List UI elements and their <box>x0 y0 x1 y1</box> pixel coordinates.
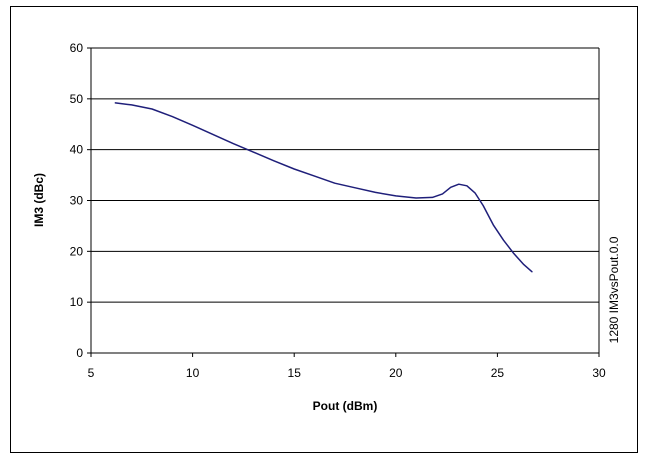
x-axis-title: Pout (dBm) <box>313 399 378 413</box>
chart-frame <box>10 6 638 453</box>
y-tick-label-60: 60 <box>70 41 84 55</box>
side-note: 1280 IM3vsPout.0.0 <box>607 236 621 343</box>
x-tick-labels: 5 10 15 20 25 30 <box>88 366 606 380</box>
grid-lines <box>91 47 599 303</box>
x-tick-label-20: 20 <box>389 366 403 380</box>
y-tick-label-0: 0 <box>76 346 83 360</box>
y-tick-label-50: 50 <box>70 92 84 106</box>
y-tick-label-30: 30 <box>70 194 84 208</box>
y-tick-label-40: 40 <box>70 143 84 157</box>
x-tick-label-5: 5 <box>88 366 95 380</box>
series-line-0 <box>114 102 533 273</box>
x-tick-label-25: 25 <box>491 366 505 380</box>
y-tick-label-10: 10 <box>70 295 84 309</box>
x-tick-label-30: 30 <box>592 366 606 380</box>
x-tick-label-15: 15 <box>288 366 302 380</box>
series-group <box>114 102 533 273</box>
x-tick-label-10: 10 <box>186 366 200 380</box>
y-axis-title: IM3 (dBc) <box>32 173 46 227</box>
y-tick-labels: 0 10 20 30 40 50 60 <box>70 41 84 360</box>
y-tick-label-20: 20 <box>70 244 84 258</box>
axes <box>87 47 600 357</box>
